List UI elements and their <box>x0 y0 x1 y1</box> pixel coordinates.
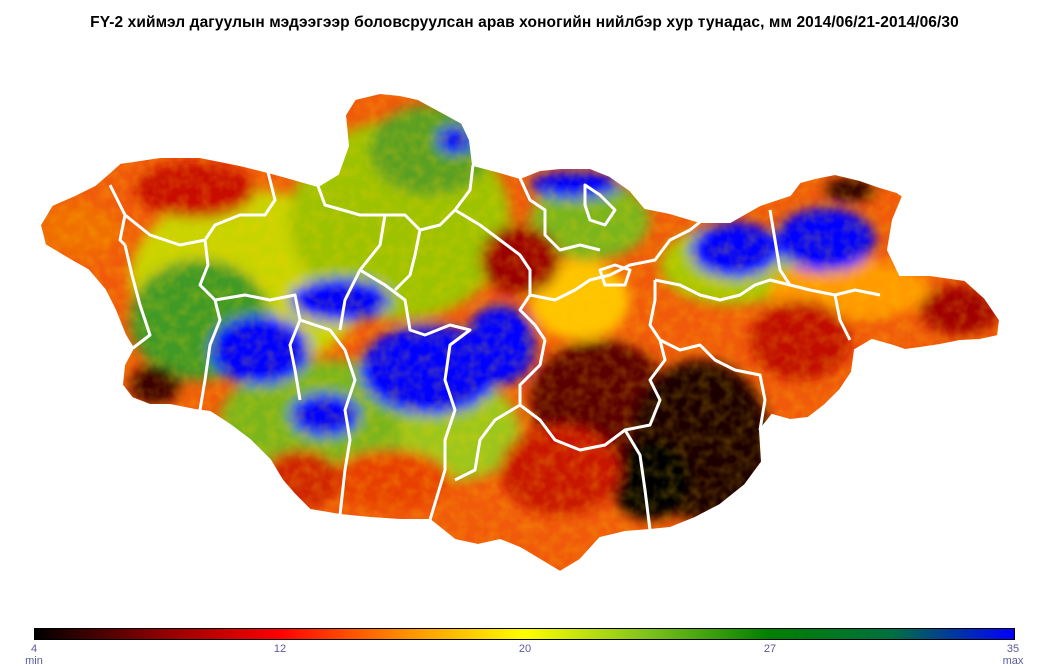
precipitation-raster <box>40 93 1000 572</box>
legend-tick-27: 27 <box>763 643 777 655</box>
colorbar-legend <box>34 628 1015 640</box>
legend-tick-20: 20 <box>518 643 532 655</box>
legend-tick-35: 35 <box>1006 643 1020 655</box>
province-boundaries <box>108 164 881 531</box>
legend-min-label: min <box>25 655 43 666</box>
map-title: FY-2 хиймэл дагуулын мэдээгээр боловсруу… <box>90 14 959 31</box>
legend-max-label: max <box>1002 655 1024 666</box>
legend-tick-12: 12 <box>273 643 287 655</box>
legend-tick-4: 4 <box>30 643 38 655</box>
